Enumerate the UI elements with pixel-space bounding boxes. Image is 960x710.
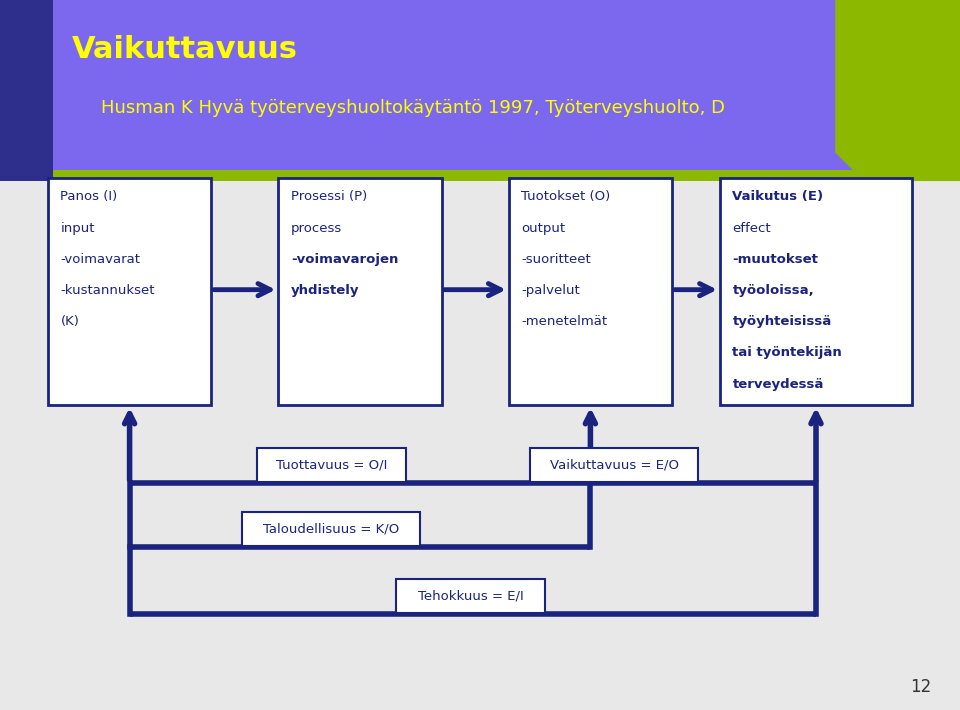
Text: process: process (291, 222, 342, 234)
Text: yhdistely: yhdistely (291, 284, 359, 297)
FancyBboxPatch shape (48, 178, 211, 405)
FancyBboxPatch shape (720, 178, 912, 405)
Text: työoloissa,: työoloissa, (732, 284, 814, 297)
Text: -kustannukset: -kustannukset (60, 284, 155, 297)
FancyBboxPatch shape (530, 448, 699, 482)
FancyBboxPatch shape (53, 0, 960, 181)
FancyBboxPatch shape (509, 178, 672, 405)
Text: effect: effect (732, 222, 771, 234)
Text: -muutokset: -muutokset (732, 253, 818, 266)
Text: -palvelut: -palvelut (521, 284, 580, 297)
Text: (K): (K) (60, 315, 80, 328)
Text: Husman K Hyvä työterveyshuoltokäytäntö 1997, Työterveyshuolto, D: Husman K Hyvä työterveyshuoltokäytäntö 1… (101, 99, 725, 117)
Polygon shape (835, 0, 960, 181)
Text: -suoritteet: -suoritteet (521, 253, 591, 266)
Text: input: input (60, 222, 95, 234)
Text: 12: 12 (910, 678, 931, 696)
Text: Taloudellisuus = K/O: Taloudellisuus = K/O (263, 523, 399, 535)
Polygon shape (53, 170, 960, 181)
Text: tai työntekijän: tai työntekijän (732, 346, 842, 359)
Text: Vaikutus (E): Vaikutus (E) (732, 190, 824, 203)
FancyBboxPatch shape (278, 178, 442, 405)
Text: työyhteisissä: työyhteisissä (732, 315, 831, 328)
Text: Tuottavuus = O/I: Tuottavuus = O/I (276, 459, 387, 471)
Text: -voimavarat: -voimavarat (60, 253, 140, 266)
Text: Tuotokset (O): Tuotokset (O) (521, 190, 611, 203)
Text: Tehokkuus = E/I: Tehokkuus = E/I (418, 590, 523, 603)
Text: Panos (I): Panos (I) (60, 190, 118, 203)
Text: Vaikuttavuus = E/O: Vaikuttavuus = E/O (550, 459, 679, 471)
Text: output: output (521, 222, 565, 234)
Text: Prosessi (P): Prosessi (P) (291, 190, 367, 203)
Text: Vaikuttavuus: Vaikuttavuus (72, 36, 298, 65)
Text: -menetelmät: -menetelmät (521, 315, 608, 328)
Text: -voimavarojen: -voimavarojen (291, 253, 398, 266)
FancyBboxPatch shape (242, 512, 420, 546)
FancyBboxPatch shape (0, 181, 960, 710)
FancyBboxPatch shape (396, 579, 544, 613)
FancyBboxPatch shape (0, 0, 53, 181)
Text: terveydessä: terveydessä (732, 378, 824, 391)
FancyBboxPatch shape (256, 448, 405, 482)
